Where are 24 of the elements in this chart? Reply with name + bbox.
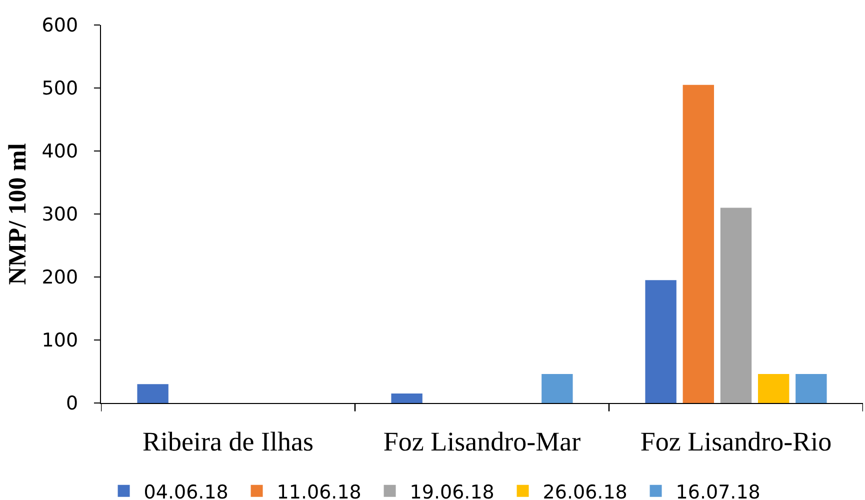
bar: [542, 374, 573, 403]
y-tick-label: 100: [42, 330, 78, 352]
bar: [720, 208, 752, 403]
legend-label: 11.06.18: [276, 481, 362, 500]
y-tick-label: 400: [42, 140, 78, 163]
legend-label: 19.06.18: [410, 481, 494, 500]
x-tick-label: Ribeira de Ilhas: [142, 426, 314, 457]
bar: [391, 394, 422, 403]
y-axis-title: NMP/ 100 ml: [4, 143, 32, 285]
y-tick-label: 600: [42, 14, 78, 37]
y-tick-label: 0: [66, 392, 78, 415]
legend-label: 04.06.18: [144, 481, 228, 500]
bar: [137, 384, 168, 403]
bar: [682, 84, 714, 403]
x-tick-label: Foz Lisandro-Mar: [383, 426, 581, 457]
y-tick-label: 300: [42, 204, 78, 226]
legend-label: 16.07.18: [676, 481, 760, 500]
bar: [796, 374, 827, 403]
y-tick-label: 500: [42, 78, 78, 100]
bar: [645, 280, 676, 403]
x-tick-label: Foz Lisandro-Rio: [640, 426, 832, 457]
bar: [758, 374, 790, 403]
legend-label: 26.06.18: [542, 481, 628, 500]
y-tick-label: 200: [42, 266, 78, 289]
